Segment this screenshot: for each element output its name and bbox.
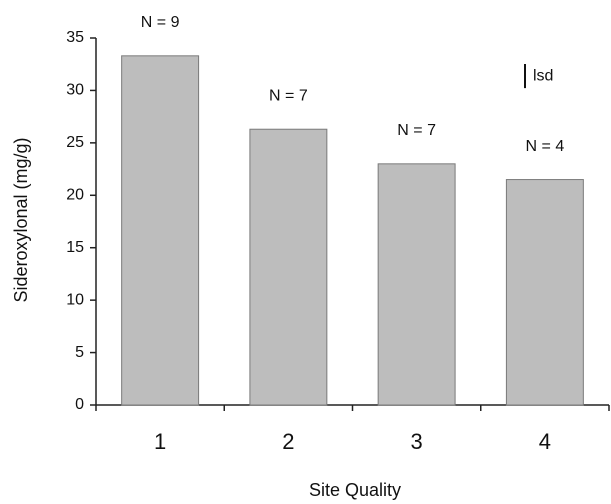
annotation: N = 9 bbox=[141, 14, 180, 31]
x-tick-label: 3 bbox=[411, 429, 423, 454]
x-axis-title: Site Quality bbox=[309, 480, 401, 500]
x-tick-label: 2 bbox=[282, 429, 294, 454]
y-tick-label: 20 bbox=[66, 187, 84, 204]
lsd-label: lsd bbox=[533, 67, 553, 84]
y-tick-label: 30 bbox=[66, 82, 84, 99]
y-tick-label: 15 bbox=[66, 239, 84, 256]
y-tick-label: 10 bbox=[66, 291, 84, 308]
y-tick-label: 35 bbox=[66, 29, 84, 46]
x-tick-label: 1 bbox=[154, 429, 166, 454]
y-tick-label: 0 bbox=[75, 396, 84, 413]
bar bbox=[249, 128, 328, 406]
bar bbox=[377, 163, 456, 406]
bar bbox=[505, 179, 584, 406]
annotation: N = 7 bbox=[269, 87, 308, 104]
annotation: N = 4 bbox=[526, 138, 565, 155]
y-tick-label: 25 bbox=[66, 134, 84, 151]
y-axis-title: Sideroxylonal (mg/g) bbox=[11, 137, 31, 302]
y-tick-label: 5 bbox=[75, 344, 84, 361]
annotation: N = 7 bbox=[397, 122, 436, 139]
bar bbox=[121, 55, 200, 406]
x-tick-label: 4 bbox=[539, 429, 551, 454]
